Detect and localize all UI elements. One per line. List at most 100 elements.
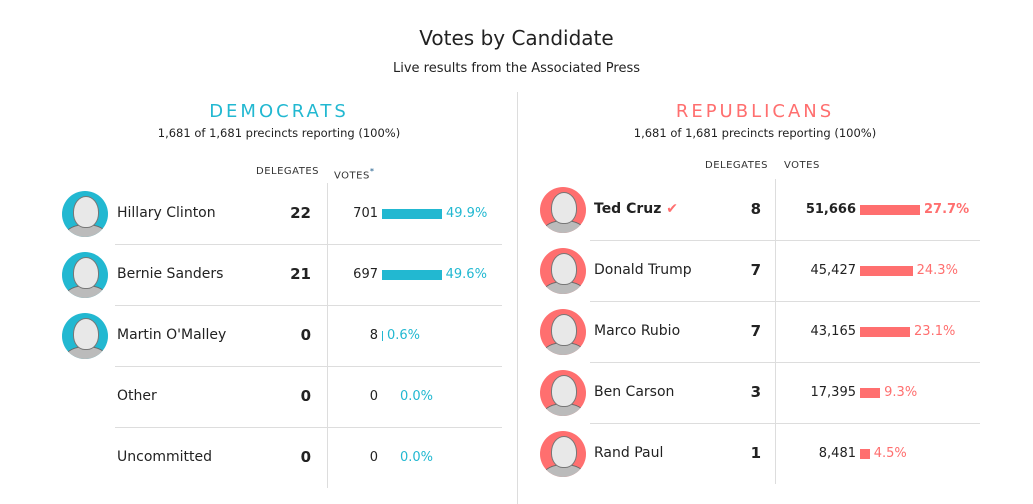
candidate-delegates: 21 (290, 265, 311, 283)
candidate-name: Ted Cruz ✔ (594, 201, 678, 217)
candidate-row[interactable]: Uncommitted 0 0 0.0% (0, 427, 1033, 488)
candidate-votes: 51,666 (805, 202, 856, 217)
votes-footnote-mark: * (369, 166, 375, 176)
candidate-name-text: Rand Paul (594, 445, 664, 461)
candidate-name: Donald Trump (594, 262, 692, 278)
candidate-row[interactable]: Bernie Sanders 21 697 49.6% (0, 244, 1033, 305)
candidate-votes: 0 (369, 450, 378, 465)
republicans-precincts: 1,681 of 1,681 precincts reporting (100%… (633, 126, 877, 140)
candidate-name-text: Bernie Sanders (117, 266, 224, 282)
candidate-portrait (540, 431, 586, 477)
vote-share-bar (860, 266, 913, 276)
candidate-name: Uncommitted (117, 449, 212, 465)
candidate-row[interactable]: Marco Rubio 7 43,165 23.1% (0, 301, 1033, 362)
candidate-name-text: Other (117, 388, 157, 404)
candidate-delegates: 3 (750, 383, 761, 401)
candidate-name: Martin O'Malley (117, 327, 226, 343)
candidate-name-text: Donald Trump (594, 262, 692, 278)
winner-check-icon: ✔ (666, 201, 678, 217)
page-subtitle: Live results from the Associated Press (392, 61, 641, 76)
row-separator (590, 301, 980, 302)
candidate-delegates: 22 (290, 204, 311, 222)
candidate-portrait (62, 313, 108, 359)
candidate-percent: 0.0% (400, 450, 434, 465)
candidate-delegates: 0 (300, 448, 311, 466)
candidate-percent: 49.6% (445, 267, 487, 282)
republicans-col-votes: VOTES (784, 160, 820, 171)
candidate-votes: 17,395 (810, 385, 857, 400)
democrats-precincts: 1,681 of 1,681 precincts reporting (100%… (157, 126, 401, 140)
candidate-percent: 27.7% (924, 202, 970, 217)
candidate-votes: 697 (353, 267, 378, 282)
vote-share-bar (860, 449, 870, 459)
candidate-name-text: Ben Carson (594, 384, 675, 400)
candidate-votes: 43,165 (810, 324, 857, 339)
row-separator (590, 240, 980, 241)
candidate-row[interactable]: Rand Paul 1 8,481 4.5% (0, 423, 1033, 484)
candidate-percent: 0.6% (387, 328, 421, 343)
row-separator (590, 423, 980, 424)
democrats-col-delegates: DELEGATES (256, 166, 319, 177)
row-separator (590, 362, 980, 363)
candidate-row[interactable]: Ben Carson 3 17,395 9.3% (0, 362, 1033, 423)
page-title: Votes by Candidate (419, 26, 614, 50)
votes-label: VOTES (334, 170, 370, 182)
candidate-percent: 24.3% (916, 263, 958, 278)
candidate-portrait (62, 252, 108, 298)
candidate-name: Ben Carson (594, 384, 674, 400)
candidate-portrait (540, 309, 586, 355)
democrats-col-votes: VOTES* (334, 166, 374, 181)
candidate-row[interactable]: Donald Trump 7 45,427 24.3% (0, 240, 1033, 301)
vote-share-bar (860, 327, 911, 337)
candidate-portrait (62, 191, 108, 237)
candidate-name-text: Hillary Clinton (117, 205, 216, 221)
row-separator (115, 244, 502, 245)
candidate-percent: 9.3% (884, 385, 918, 400)
candidate-row[interactable]: Martin O'Malley 0 8 0.6% (0, 305, 1033, 366)
row-separator (115, 427, 502, 428)
candidate-portrait (540, 248, 586, 294)
candidate-votes: 8 (369, 328, 378, 343)
column-divider (775, 179, 776, 484)
candidate-name-text: Martin O'Malley (117, 327, 227, 343)
republicans-col-delegates: DELEGATES (705, 160, 768, 171)
vote-share-bar (382, 270, 442, 280)
republicans-heading: REPUBLICANS (675, 101, 835, 122)
column-divider (327, 183, 328, 488)
candidate-name: Marco Rubio (594, 323, 680, 339)
democrats-heading: DEMOCRATS (209, 101, 349, 122)
candidate-delegates: 1 (750, 444, 761, 462)
vote-share-bar (382, 209, 442, 219)
candidate-votes: 8,481 (818, 446, 856, 461)
candidate-name: Bernie Sanders (117, 266, 223, 282)
vote-share-bar (860, 388, 881, 398)
candidate-name-text: Marco Rubio (594, 323, 681, 339)
vote-share-bar (382, 331, 383, 341)
candidate-votes: 0 (369, 389, 378, 404)
candidate-portrait (540, 370, 586, 416)
row-separator (115, 305, 502, 306)
candidate-percent: 4.5% (873, 446, 907, 461)
candidate-name-text: Ted Cruz (594, 201, 662, 217)
candidate-row[interactable]: Other 0 0 0.0% (0, 366, 1033, 427)
candidate-votes: 701 (353, 206, 378, 221)
candidate-name-text: Uncommitted (117, 449, 213, 465)
candidate-delegates: 7 (750, 322, 761, 340)
candidate-name: Other (117, 388, 157, 404)
candidate-name: Rand Paul (594, 445, 663, 461)
candidate-portrait (540, 187, 586, 233)
candidate-percent: 0.0% (400, 389, 434, 404)
candidate-delegates: 0 (300, 387, 311, 405)
candidate-row[interactable]: Hillary Clinton 22 701 49.9% (0, 183, 1033, 244)
candidate-row[interactable]: Ted Cruz ✔ 8 51,666 27.7% (0, 179, 1033, 240)
candidate-delegates: 8 (750, 200, 761, 218)
panel-divider (517, 92, 518, 504)
candidate-percent: 49.9% (446, 206, 488, 221)
candidate-delegates: 7 (750, 261, 761, 279)
candidate-votes: 45,427 (810, 263, 857, 278)
row-separator (115, 366, 502, 367)
candidate-name: Hillary Clinton (117, 205, 216, 221)
candidate-delegates: 0 (300, 326, 311, 344)
candidate-percent: 23.1% (914, 324, 956, 339)
vote-share-bar (860, 205, 920, 215)
